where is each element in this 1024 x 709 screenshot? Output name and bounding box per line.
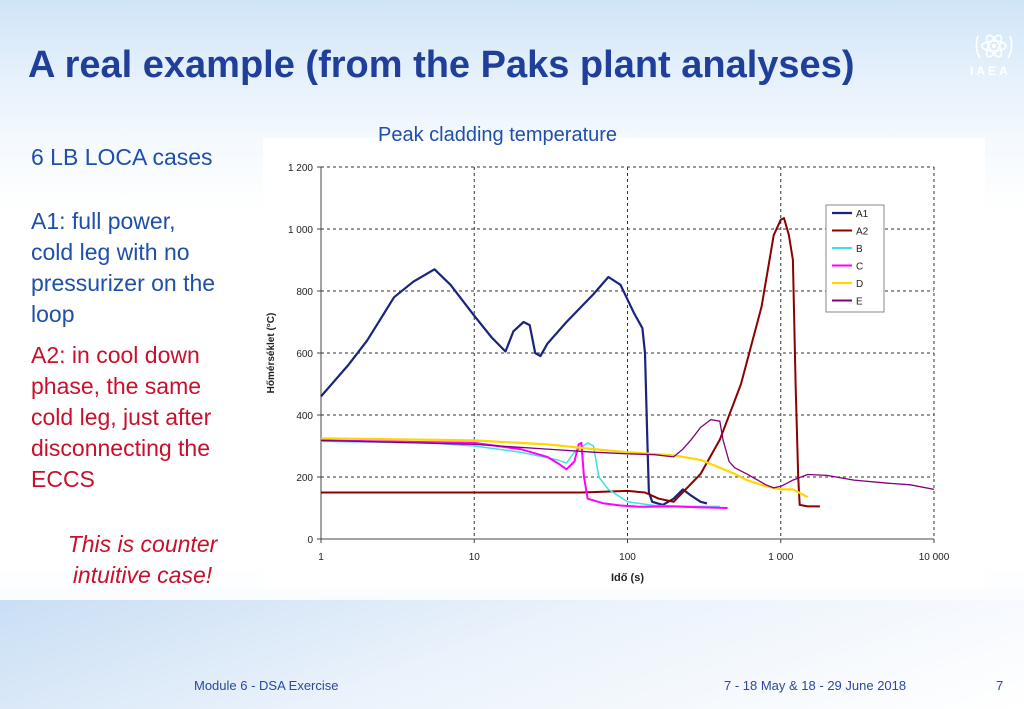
slide-title: A real example (from the Paks plant anal… <box>28 44 855 86</box>
legend-label: D <box>856 279 863 290</box>
case-a1-description: A1: full power, cold leg with no pressur… <box>31 206 215 330</box>
x-tick-label: 10 <box>469 552 481 563</box>
case-a2-line: A2: in cool down <box>31 342 200 368</box>
series-line-b <box>320 440 720 508</box>
case-a2-description: A2: in cool down phase, the same cold le… <box>31 340 211 495</box>
series-line-a1 <box>320 268 708 506</box>
footer-module: Module 6 - DSA Exercise <box>194 678 339 693</box>
case-a1-line: loop <box>31 301 75 327</box>
note-line: intuitive case! <box>72 562 213 588</box>
y-tick-label: 400 <box>296 411 313 422</box>
case-a1-line: pressurizer on the <box>31 270 216 296</box>
iaea-logo-text: IAEA <box>970 64 1011 78</box>
page-number: 7 <box>996 678 1004 693</box>
x-tick-label: 100 <box>619 552 636 563</box>
legend-box <box>825 204 885 313</box>
case-a2-line: phase, the same <box>31 373 202 399</box>
legend-label: A1 <box>856 209 869 220</box>
y-tick-label: 800 <box>296 287 313 298</box>
header-background <box>0 0 1024 130</box>
subtitle-text: 6 LB LOCA cases <box>31 144 213 170</box>
case-a1-line: cold leg with no <box>31 239 190 265</box>
case-a2-line: disconnecting the <box>31 435 211 461</box>
footer-dates: 7 - 18 May & 18 - 29 June 2018 <box>724 678 907 693</box>
y-tick-label: 200 <box>296 473 313 484</box>
y-tick-label: 600 <box>296 349 313 360</box>
case-a2-line: cold leg, just after <box>31 404 212 430</box>
chart-title: Peak cladding temperature <box>378 124 618 146</box>
legend-label: C <box>856 262 863 273</box>
x-tick-label: 1 <box>318 552 324 563</box>
iaea-logo-icon <box>975 34 1013 59</box>
case-a2-line: ECCS <box>31 466 95 492</box>
note-line: This is counter <box>67 531 218 557</box>
series-line-c <box>320 439 728 509</box>
y-tick-label: 0 <box>307 535 313 546</box>
legend-label: B <box>856 244 863 255</box>
case-a1-line: A1: full power, <box>31 208 176 234</box>
series-line-a2 <box>321 217 820 508</box>
y-tick-label: 1 000 <box>288 225 313 236</box>
y-tick-label: 1 200 <box>288 163 313 174</box>
legend-label: A2 <box>856 227 869 238</box>
legend-label: E <box>856 297 863 308</box>
x-tick-label: 1 000 <box>768 552 793 563</box>
series-line-e <box>320 418 935 491</box>
footer-background <box>0 600 1024 709</box>
x-axis-label: Idő (s) <box>611 572 644 584</box>
x-tick-label: 10 000 <box>919 552 950 563</box>
y-axis-label: Hőmérséklet (°C) <box>266 313 277 394</box>
counter-intuitive-note: This is counter intuitive case! <box>40 529 245 591</box>
series-line-d <box>320 437 809 499</box>
